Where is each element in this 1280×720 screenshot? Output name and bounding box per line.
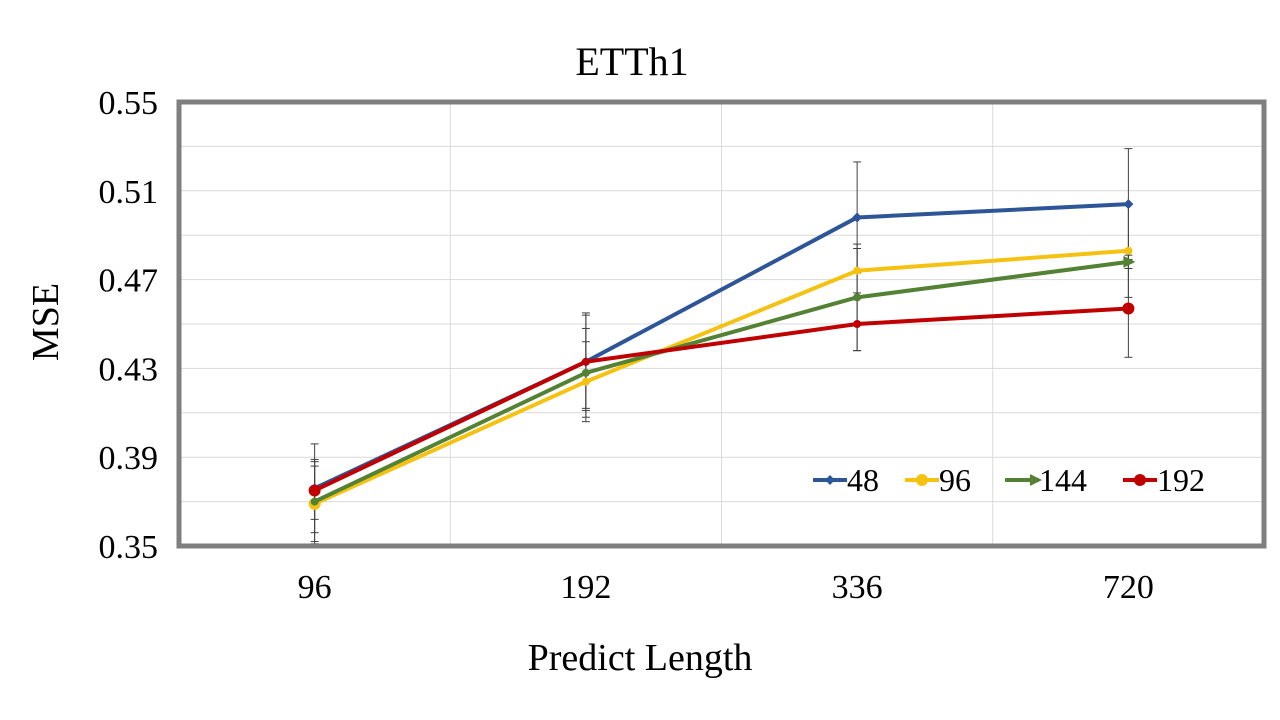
legend-entry-label: 144 xyxy=(1039,462,1087,498)
series-line-96 xyxy=(313,248,1129,506)
series-line-192 xyxy=(313,306,1129,493)
data-point xyxy=(310,497,319,506)
data-point xyxy=(1123,255,1136,268)
data-point xyxy=(853,266,862,275)
legend-marker xyxy=(1030,474,1042,486)
data-point xyxy=(853,320,862,328)
y-axis-label: MSE xyxy=(25,283,67,361)
legend-entry-label: 48 xyxy=(847,462,879,498)
chart-title: ETTh1 xyxy=(575,39,688,84)
y-tick-label: 0.43 xyxy=(99,351,159,388)
data-point xyxy=(853,293,862,302)
y-tick-label: 0.47 xyxy=(99,263,159,300)
grid-lines xyxy=(179,102,1264,546)
data-point xyxy=(581,377,590,386)
legend: 48 96 144 192 xyxy=(813,462,1205,498)
x-tick-label: 720 xyxy=(1103,569,1154,606)
legend-entry-label: 96 xyxy=(939,462,971,498)
x-tick-label: 96 xyxy=(298,569,332,606)
data-point xyxy=(1123,199,1134,210)
y-tick-labels: 0.35 0.39 0.43 0.47 0.51 0.55 xyxy=(99,85,159,566)
data-point xyxy=(581,368,590,377)
legend-marker xyxy=(825,475,835,485)
data-point xyxy=(581,357,590,366)
legend-entry-label: 192 xyxy=(1157,462,1205,498)
series-line-144 xyxy=(313,259,1129,504)
data-point xyxy=(308,484,321,497)
data-point xyxy=(1122,302,1135,315)
x-tick-label: 192 xyxy=(560,569,611,606)
data-point xyxy=(1124,246,1133,255)
plot-frame xyxy=(176,99,1267,549)
y-tick-label: 0.35 xyxy=(99,529,159,566)
series-lines xyxy=(308,199,1136,510)
y-tick-label: 0.39 xyxy=(99,440,159,477)
x-tick-labels: 96 192 336 720 xyxy=(298,569,1154,606)
legend-marker xyxy=(1134,474,1146,486)
data-point xyxy=(852,212,863,223)
y-tick-label: 0.55 xyxy=(99,85,159,122)
x-tick-label: 336 xyxy=(832,569,883,606)
legend-marker xyxy=(916,474,928,486)
x-axis-label: Predict Length xyxy=(528,637,753,679)
y-tick-label: 0.51 xyxy=(99,174,159,211)
